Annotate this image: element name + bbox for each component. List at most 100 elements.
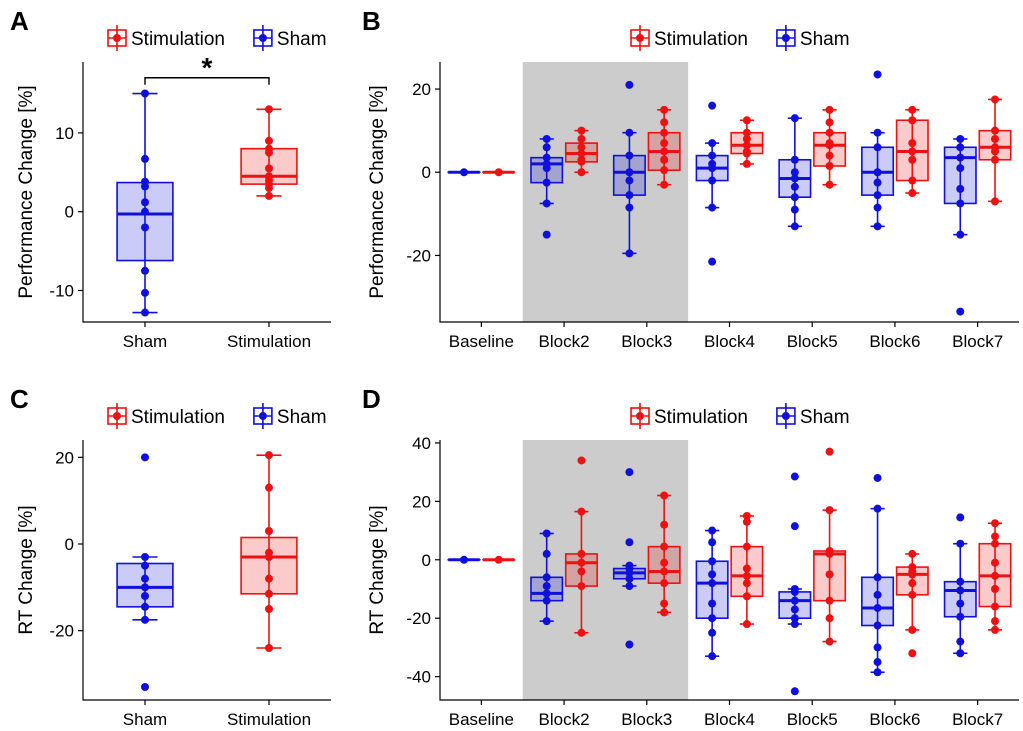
data-point (790, 472, 799, 481)
x-tick-label: Baseline (449, 710, 514, 729)
legend-label-stimulation: Stimulation (654, 29, 748, 50)
data-point (742, 128, 751, 137)
y-axis-title: RT Change [%] (367, 505, 388, 634)
data-point (141, 223, 149, 232)
y-tick-label: -10 (49, 281, 74, 300)
data-point (873, 168, 882, 177)
x-tick-label: Stimulation (227, 710, 311, 729)
data-point (660, 567, 669, 576)
data-point (790, 687, 799, 696)
data-point (991, 571, 1000, 580)
data-point (660, 558, 669, 567)
box-block3-sham (612, 80, 646, 258)
data-point (742, 592, 751, 601)
box-stimulation-stimulation (240, 451, 298, 652)
data-point (542, 589, 551, 598)
data-point (956, 586, 965, 595)
data-point (577, 157, 586, 166)
data-point (991, 126, 1000, 135)
data-point (908, 147, 917, 156)
data-point (265, 553, 273, 561)
data-point (991, 95, 1000, 104)
box-sham-sham (116, 453, 174, 691)
data-point (625, 249, 634, 258)
data-point (708, 579, 717, 588)
data-point (873, 191, 882, 200)
box-block4-stimulation (730, 116, 764, 168)
panel-d-letter: D (362, 384, 381, 414)
data-point (873, 504, 882, 513)
significance-label: * (202, 52, 213, 83)
data-point (577, 168, 586, 177)
data-point (742, 511, 751, 520)
data-point (141, 574, 149, 583)
data-point (141, 266, 149, 275)
data-point (577, 558, 586, 567)
iqr-box (240, 536, 298, 595)
data-point (742, 517, 751, 526)
data-point (577, 507, 586, 516)
box-block2-sham (530, 529, 564, 626)
x-tick-label: Block4 (704, 332, 755, 351)
x-tick-label: Block3 (621, 710, 672, 729)
data-point (742, 579, 751, 588)
data-point (908, 139, 917, 148)
data-point (625, 176, 634, 185)
data-point (790, 182, 799, 191)
data-point (708, 164, 717, 173)
data-point (141, 198, 149, 207)
data-point (742, 141, 751, 150)
data-point (908, 649, 917, 658)
data-point (790, 193, 799, 202)
data-point (660, 118, 669, 127)
panel-a: A -10 0 10 Sham Stimulation Performance Chang… (10, 6, 331, 351)
data-point (265, 191, 273, 200)
data-point (708, 151, 717, 160)
box-block3-sham (612, 468, 646, 649)
data-point (956, 599, 965, 608)
data-point (790, 605, 799, 614)
data-point (708, 257, 717, 266)
data-point (708, 176, 717, 185)
data-point (742, 116, 751, 125)
legend-key-dot-sham (781, 34, 790, 42)
x-tick-label: Block5 (787, 332, 838, 351)
x-tick-label: Block6 (869, 710, 920, 729)
panel-b: B -20 0 20 Baseline Block2 Block3 Block4 Block5… (362, 6, 1019, 351)
data-point (742, 149, 751, 158)
x-tick-label: Block3 (621, 332, 672, 351)
data-point (660, 139, 669, 148)
x-tick-label: Block5 (787, 710, 838, 729)
iqr-box (861, 576, 895, 627)
data-point (542, 143, 551, 152)
y-tick-label: 20 (412, 80, 431, 99)
y-axis-title: Performance Change [%] (16, 85, 37, 298)
data-point (873, 643, 882, 652)
box-block6-stimulation (895, 105, 929, 198)
x-tick-label: Sham (123, 710, 167, 729)
data-point (790, 620, 799, 629)
data-point (825, 180, 834, 189)
data-point (956, 164, 965, 173)
legend-label-stimulation: Stimulation (654, 407, 748, 428)
box-block3-stimulation (647, 491, 681, 617)
data-point (625, 168, 634, 177)
data-point (625, 582, 634, 591)
data-point (625, 468, 634, 477)
legend-key-dot-stimulation (113, 412, 121, 420)
data-point (141, 288, 149, 297)
panel-d: D -40 -20 0 20 40 Baseline Block2 Block3 Block4 B… (362, 384, 1019, 729)
y-tick-label: 0 (422, 163, 431, 182)
data-point (577, 149, 586, 158)
box-block4-sham (695, 526, 729, 661)
box-baseline-stimulation (482, 555, 516, 564)
data-point (790, 168, 799, 177)
iqr-box (695, 560, 729, 620)
data-point (873, 143, 882, 152)
data-point (265, 574, 273, 583)
data-point (825, 549, 834, 558)
data-point (708, 203, 717, 212)
data-point (991, 558, 1000, 567)
data-point (991, 532, 1000, 541)
data-point (790, 596, 799, 605)
